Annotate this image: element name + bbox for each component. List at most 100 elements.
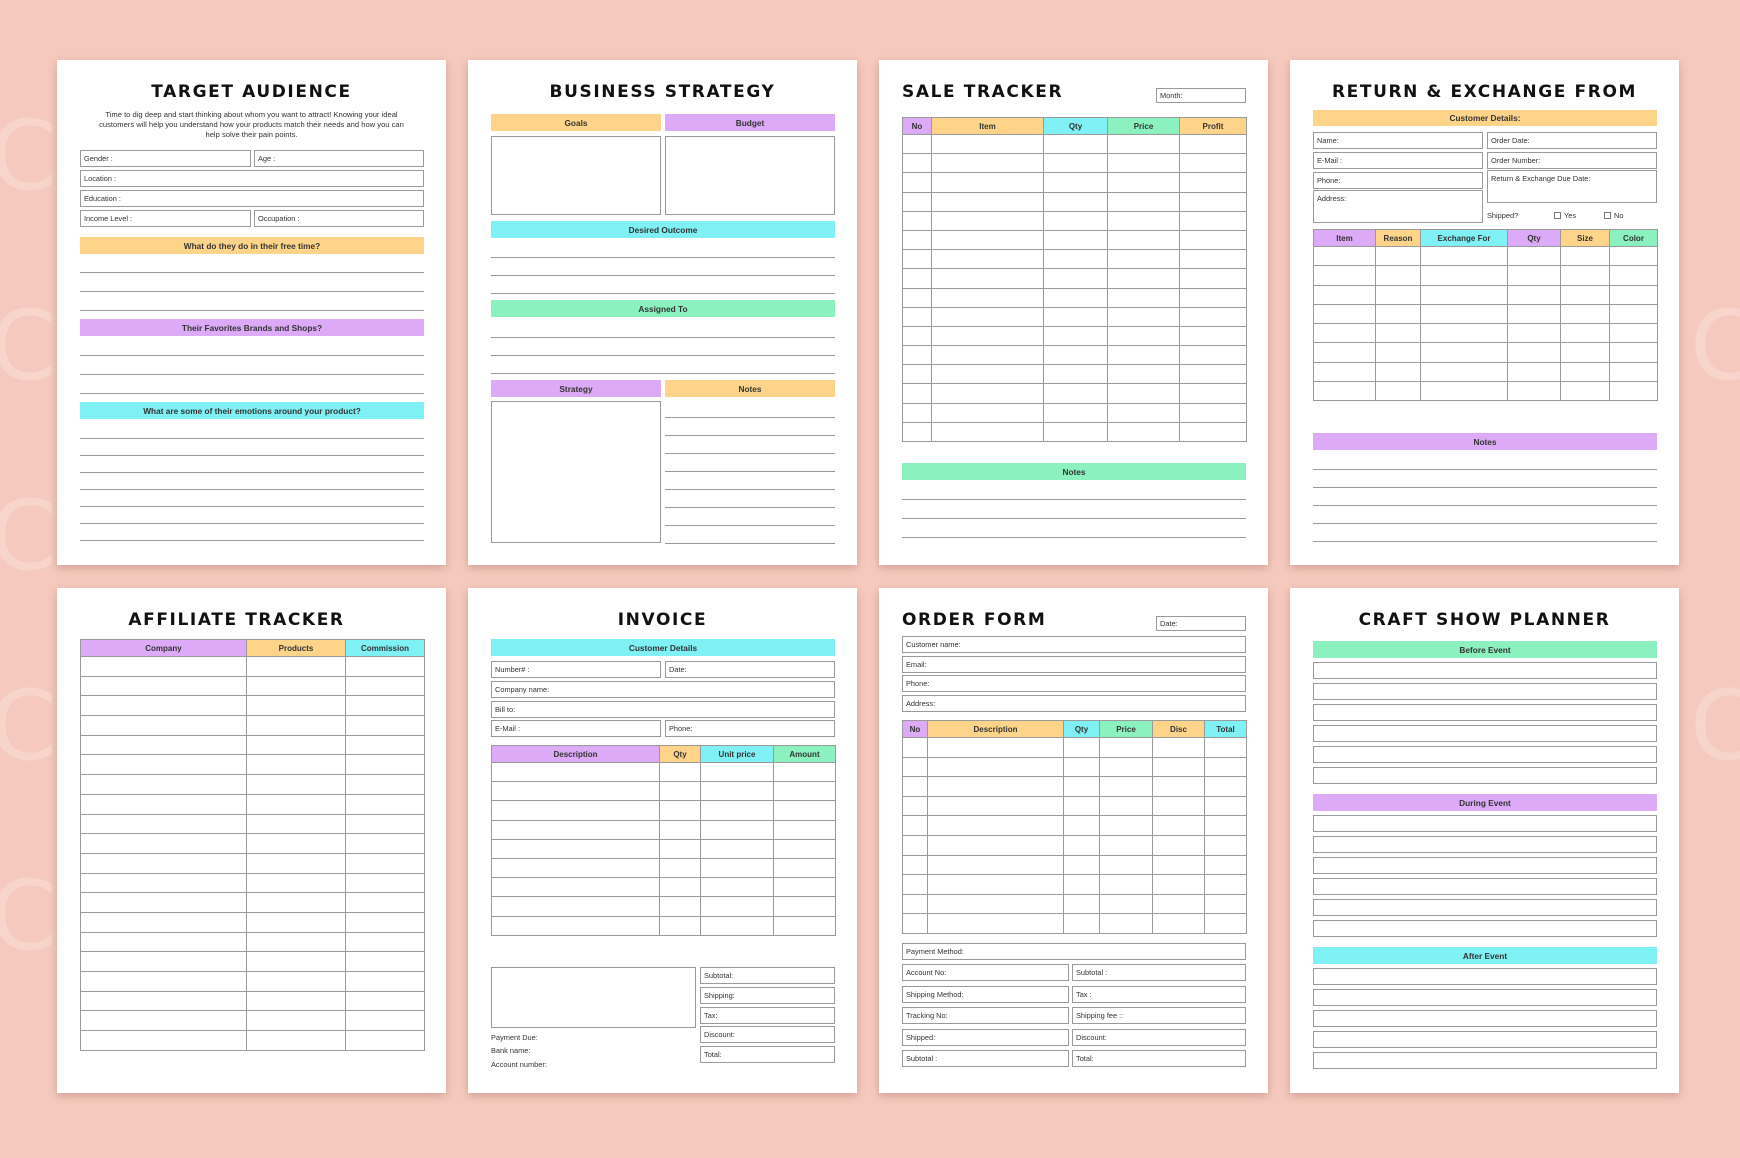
table-cell[interactable]	[700, 800, 774, 821]
table-cell[interactable]	[1507, 284, 1561, 305]
table-cell[interactable]	[902, 795, 928, 817]
table-cell[interactable]	[491, 800, 660, 821]
table-row[interactable]	[491, 857, 836, 879]
table-cell[interactable]	[1560, 342, 1610, 363]
table-cell[interactable]	[80, 892, 247, 913]
table-cell[interactable]	[1609, 265, 1658, 286]
checklist-box[interactable]	[1313, 746, 1657, 763]
table-cell[interactable]	[700, 896, 774, 917]
table-row[interactable]	[80, 675, 425, 697]
table-row[interactable]	[902, 153, 1247, 174]
checklist-box[interactable]	[1313, 857, 1657, 874]
table-cell[interactable]	[1204, 854, 1247, 876]
table-row[interactable]	[902, 364, 1247, 385]
table-cell[interactable]	[931, 153, 1044, 174]
table-row[interactable]	[491, 838, 836, 859]
table-cell[interactable]	[80, 695, 247, 717]
table-cell[interactable]	[1099, 737, 1153, 758]
table-cell[interactable]	[491, 781, 660, 802]
table-cell[interactable]	[931, 191, 1044, 212]
table-cell[interactable]	[1507, 323, 1561, 344]
table-cell[interactable]	[902, 306, 932, 327]
table-cell[interactable]	[927, 795, 1064, 817]
table-cell[interactable]	[491, 857, 660, 879]
table-cell[interactable]	[1099, 893, 1153, 915]
table-cell[interactable]	[1179, 345, 1247, 366]
table-cell[interactable]	[931, 345, 1044, 366]
table-cell[interactable]	[80, 852, 247, 874]
table-cell[interactable]	[1204, 874, 1247, 895]
table-cell[interactable]	[1043, 172, 1108, 193]
table-cell[interactable]	[1107, 268, 1180, 289]
table-cell[interactable]	[902, 133, 932, 155]
table-row[interactable]	[1313, 323, 1658, 344]
table-row[interactable]	[80, 774, 425, 795]
table-row[interactable]	[1313, 303, 1658, 325]
table-row[interactable]	[902, 191, 1247, 212]
table-cell[interactable]	[491, 761, 660, 783]
table-cell[interactable]	[773, 761, 836, 783]
table-cell[interactable]	[1152, 913, 1205, 934]
table-cell[interactable]	[1204, 737, 1247, 758]
table-row[interactable]	[1313, 245, 1658, 267]
table-row[interactable]	[1313, 284, 1658, 305]
table-cell[interactable]	[931, 133, 1044, 155]
strategy-box[interactable]	[491, 401, 661, 543]
table-cell[interactable]	[659, 838, 701, 859]
table-cell[interactable]	[902, 402, 932, 423]
table-cell[interactable]	[1507, 342, 1561, 363]
table-cell[interactable]	[1107, 383, 1180, 404]
table-cell[interactable]	[1179, 421, 1247, 443]
shipping-fee-field[interactable]: Shipping fee ::	[1072, 1007, 1246, 1024]
table-cell[interactable]	[345, 734, 425, 756]
table-cell[interactable]	[246, 675, 346, 697]
table-cell[interactable]	[1107, 133, 1180, 155]
address-field[interactable]: Address:	[1313, 190, 1483, 223]
table-cell[interactable]	[1152, 776, 1205, 797]
table-cell[interactable]	[659, 915, 701, 936]
table-cell[interactable]	[1609, 245, 1658, 267]
table-cell[interactable]	[1179, 383, 1247, 404]
table-cell[interactable]	[659, 800, 701, 821]
table-cell[interactable]	[700, 838, 774, 859]
table-cell[interactable]	[1609, 342, 1658, 363]
table-cell[interactable]	[246, 951, 346, 972]
table-row[interactable]	[902, 249, 1247, 270]
table-cell[interactable]	[246, 1030, 346, 1051]
table-row[interactable]	[902, 854, 1247, 876]
table-cell[interactable]	[902, 345, 932, 366]
table-row[interactable]	[491, 781, 836, 802]
checklist-box[interactable]	[1313, 1052, 1657, 1069]
location-field[interactable]: Location :	[80, 170, 424, 187]
tracking-no-field[interactable]: Tracking No:	[902, 1007, 1069, 1024]
table-cell[interactable]	[1107, 306, 1180, 327]
table-row[interactable]	[491, 915, 836, 936]
table-row[interactable]	[80, 813, 425, 835]
table-cell[interactable]	[345, 951, 425, 972]
table-cell[interactable]	[1560, 245, 1610, 267]
email-field[interactable]: Email:	[902, 656, 1246, 673]
table-cell[interactable]	[345, 813, 425, 835]
table-cell[interactable]	[1043, 268, 1108, 289]
table-row[interactable]	[80, 931, 425, 953]
table-cell[interactable]	[1507, 245, 1561, 267]
table-row[interactable]	[80, 971, 425, 992]
table-cell[interactable]	[931, 210, 1044, 231]
subtotal-field[interactable]: Subtotal:	[700, 967, 835, 984]
table-cell[interactable]	[1560, 303, 1610, 325]
table-cell[interactable]	[700, 761, 774, 783]
tax-field[interactable]: Tax:	[700, 1007, 835, 1024]
table-cell[interactable]	[902, 287, 932, 308]
table-cell[interactable]	[1204, 834, 1247, 856]
table-cell[interactable]	[246, 695, 346, 717]
table-cell[interactable]	[1107, 191, 1180, 212]
table-cell[interactable]	[659, 896, 701, 917]
table-cell[interactable]	[246, 892, 346, 913]
table-cell[interactable]	[1043, 153, 1108, 174]
table-cell[interactable]	[491, 819, 660, 840]
table-cell[interactable]	[1204, 893, 1247, 915]
table-cell[interactable]	[902, 854, 928, 876]
notes-lines[interactable]	[1313, 454, 1657, 542]
table-cell[interactable]	[1560, 265, 1610, 286]
table-cell[interactable]	[927, 737, 1064, 758]
